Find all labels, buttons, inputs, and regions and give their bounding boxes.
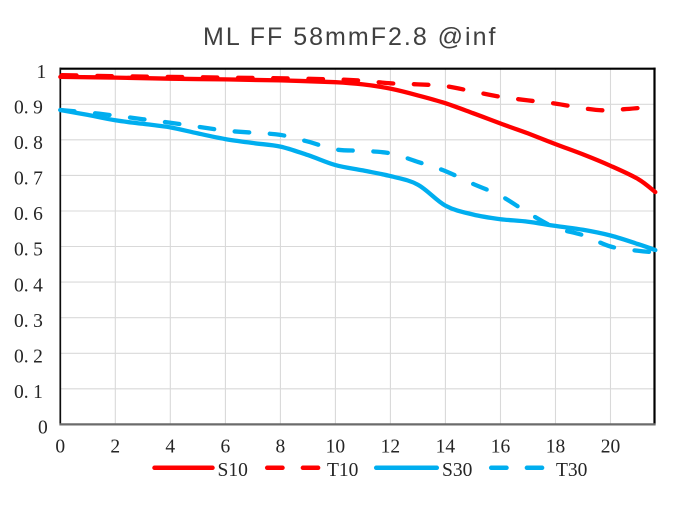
svg-text:0.6: 0. 6 <box>14 204 43 225</box>
svg-text:6: 6 <box>221 437 231 458</box>
svg-text:2: 2 <box>110 437 120 458</box>
svg-text:0.4: 0. 4 <box>14 275 43 296</box>
svg-text:0.9: 0. 9 <box>14 98 43 119</box>
svg-text:0: 0 <box>38 418 48 439</box>
svg-text:0: 0 <box>55 437 65 458</box>
svg-text:18: 18 <box>546 437 566 458</box>
svg-text:10: 10 <box>326 437 346 458</box>
svg-text:0.3: 0. 3 <box>14 311 43 332</box>
svg-text:14: 14 <box>436 437 456 458</box>
svg-text:T30: T30 <box>556 460 587 481</box>
svg-text:1: 1 <box>37 62 47 83</box>
svg-text:0.8: 0. 8 <box>14 133 43 154</box>
svg-text:S10: S10 <box>218 460 248 481</box>
svg-text:0.5: 0. 5 <box>14 240 43 261</box>
svg-text:0.1: 0. 1 <box>14 382 43 403</box>
svg-text:20: 20 <box>601 437 621 458</box>
svg-text:8: 8 <box>276 437 286 458</box>
svg-text:0.2: 0. 2 <box>14 347 43 368</box>
svg-text:S30: S30 <box>442 460 472 481</box>
svg-text:4: 4 <box>165 437 175 458</box>
svg-text:ML FF 58mmF2.8 @inf: ML FF 58mmF2.8 @inf <box>203 23 497 51</box>
svg-text:0.7: 0. 7 <box>14 169 43 190</box>
svg-text:T10: T10 <box>327 460 358 481</box>
svg-text:16: 16 <box>491 437 511 458</box>
svg-text:12: 12 <box>381 437 401 458</box>
